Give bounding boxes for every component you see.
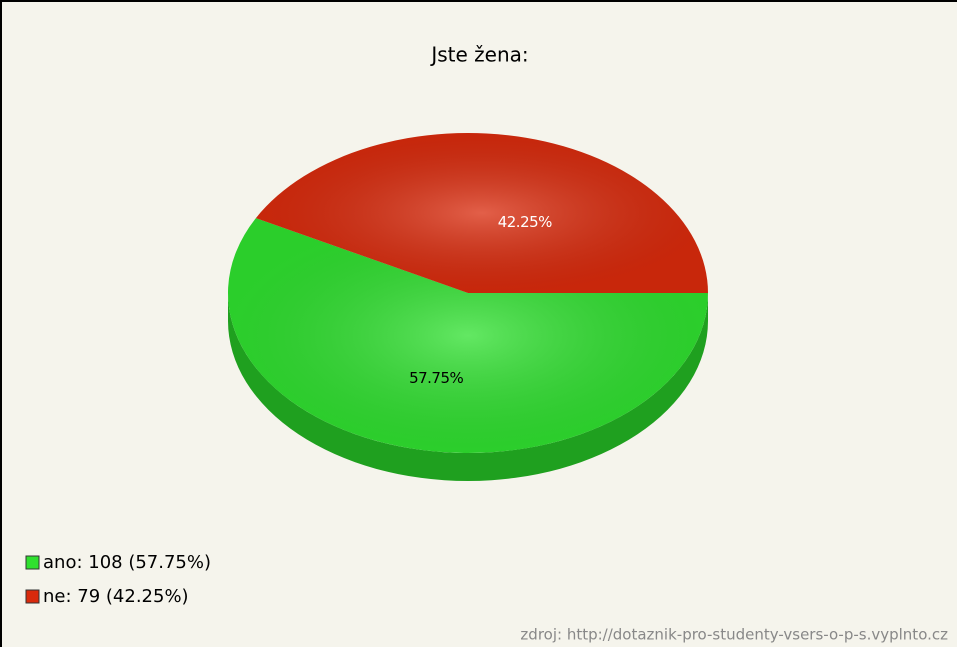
legend-label: ne: 79 (42.25%) — [43, 586, 189, 607]
source: zdroj: http://dotaznik-pro-studenty-vser… — [520, 626, 948, 644]
pie-slice-shine — [227, 218, 708, 453]
pie-slice-shine — [255, 133, 709, 293]
slice-label: 42.25% — [498, 213, 552, 231]
legend-swatch — [25, 555, 40, 570]
slice-label: 57.75% — [409, 369, 463, 387]
chart-title: Jste žena: — [429, 43, 528, 67]
legend-swatch — [25, 589, 40, 604]
legend-label: ano: 108 (57.75%) — [43, 552, 211, 573]
pie-side — [228, 293, 708, 481]
